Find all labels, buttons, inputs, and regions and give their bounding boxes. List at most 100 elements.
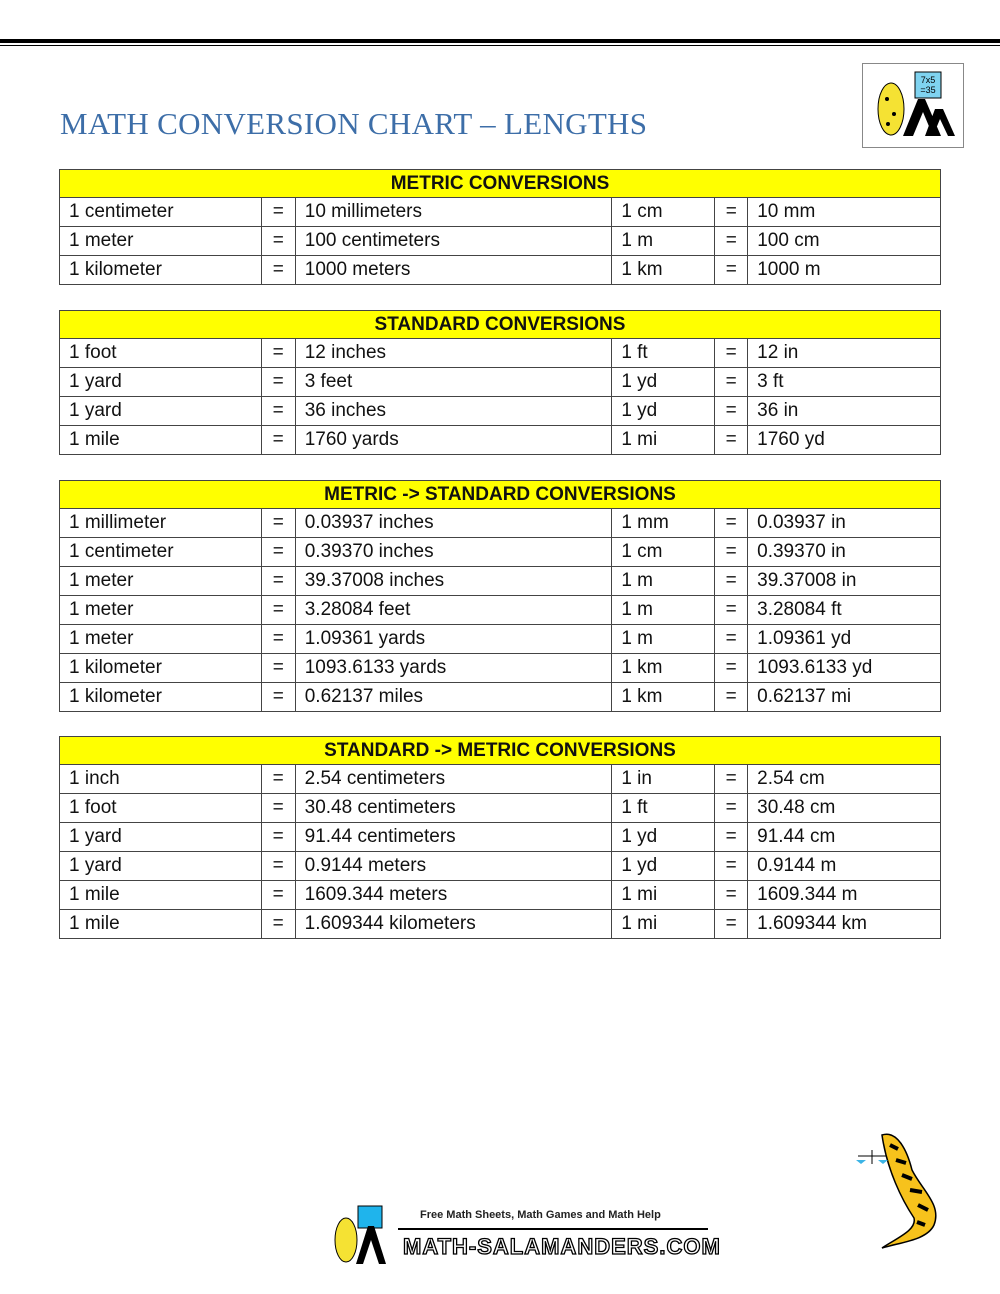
to-abbr-cell: 0.62137 mi	[747, 682, 941, 712]
table-row: 1 meter = 39.37008 inches 1 m = 39.37008 in	[59, 566, 941, 596]
to-value-cell: 91.44 centimeters	[294, 822, 613, 852]
to-value-cell: 2.54 centimeters	[294, 764, 613, 794]
to-value-cell: 0.62137 miles	[294, 682, 613, 712]
to-abbr-cell: 1609.344 m	[747, 880, 941, 910]
logo-board-text: 7x5	[921, 75, 936, 85]
from-unit-cell: 1 meter	[59, 226, 262, 256]
conversion-table: METRIC CONVERSIONS 1 centimeter = 10 millim…	[59, 169, 941, 285]
top-rule-thin	[0, 45, 1000, 46]
equals-sign-cell: =	[260, 338, 296, 368]
to-abbr-cell: 12 in	[747, 338, 941, 368]
from-abbr-cell: 1 mm	[611, 508, 716, 538]
from-abbr-cell: 1 mi	[611, 909, 716, 939]
equals-sign-abbr-cell: =	[714, 624, 749, 654]
equals-sign-abbr-cell: =	[714, 764, 749, 794]
from-unit-cell: 1 meter	[59, 595, 262, 625]
to-value-cell: 1760 yards	[294, 425, 613, 455]
from-abbr-cell: 1 m	[611, 624, 716, 654]
to-value-cell: 0.03937 inches	[294, 508, 613, 538]
equals-sign-cell: =	[260, 255, 296, 285]
from-unit-cell: 1 foot	[59, 338, 262, 368]
salamander-scale-icon	[852, 1130, 944, 1252]
from-unit-cell: 1 mile	[59, 425, 262, 455]
from-unit-cell: 1 meter	[59, 624, 262, 654]
to-value-cell: 1.09361 yards	[294, 624, 613, 654]
to-abbr-cell: 1.609344 km	[747, 909, 941, 939]
table-row: 1 inch = 2.54 centimeters 1 in = 2.54 cm	[59, 764, 941, 794]
equals-sign-abbr-cell: =	[714, 338, 749, 368]
table-row: 1 foot = 12 inches 1 ft = 12 in	[59, 338, 941, 368]
equals-sign-abbr-cell: =	[714, 822, 749, 852]
from-abbr-cell: 1 m	[611, 226, 716, 256]
to-abbr-cell: 1760 yd	[747, 425, 941, 455]
table-heading: METRIC -> STANDARD CONVERSIONS	[59, 480, 941, 509]
to-value-cell: 1093.6133 yards	[294, 653, 613, 683]
table-row: 1 yard = 0.9144 meters 1 yd = 0.9144 m	[59, 851, 941, 881]
from-abbr-cell: 1 yd	[611, 367, 716, 397]
from-unit-cell: 1 inch	[59, 764, 262, 794]
from-unit-cell: 1 yard	[59, 367, 262, 397]
table-row: 1 kilometer = 0.62137 miles 1 km = 0.62137 mi	[59, 682, 941, 712]
equals-sign-abbr-cell: =	[714, 566, 749, 596]
from-unit-cell: 1 foot	[59, 793, 262, 823]
table-row: 1 mile = 1609.344 meters 1 mi = 1609.344 m	[59, 880, 941, 910]
from-unit-cell: 1 meter	[59, 566, 262, 596]
equals-sign-cell: =	[260, 851, 296, 881]
equals-sign-cell: =	[260, 793, 296, 823]
conversion-table: METRIC -> STANDARD CONVERSIONS 1 millimet…	[59, 480, 941, 712]
equals-sign-cell: =	[260, 537, 296, 567]
footer-mascot-icon	[328, 1204, 398, 1266]
from-unit-cell: 1 kilometer	[59, 682, 262, 712]
equals-sign-abbr-cell: =	[714, 793, 749, 823]
to-abbr-cell: 91.44 cm	[747, 822, 941, 852]
from-unit-cell: 1 yard	[59, 396, 262, 426]
equals-sign-cell: =	[260, 566, 296, 596]
table-heading: STANDARD CONVERSIONS	[59, 310, 941, 339]
equals-sign-abbr-cell: =	[714, 653, 749, 683]
from-abbr-cell: 1 yd	[611, 396, 716, 426]
from-abbr-cell: 1 mi	[611, 880, 716, 910]
from-abbr-cell: 1 km	[611, 682, 716, 712]
equals-sign-abbr-cell: =	[714, 396, 749, 426]
to-abbr-cell: 3.28084 ft	[747, 595, 941, 625]
to-abbr-cell: 36 in	[747, 396, 941, 426]
equals-sign-abbr-cell: =	[714, 880, 749, 910]
table-heading: METRIC CONVERSIONS	[59, 169, 941, 198]
to-value-cell: 30.48 centimeters	[294, 793, 613, 823]
to-abbr-cell: 1093.6133 yd	[747, 653, 941, 683]
table-row: 1 centimeter = 10 millimeters 1 cm = 10 mm	[59, 197, 941, 227]
footer-site-name: MATH-SALAMANDERS.COM	[402, 1233, 721, 1259]
table-row: 1 meter = 1.09361 yards 1 m = 1.09361 yd	[59, 624, 941, 654]
equals-sign-abbr-cell: =	[714, 508, 749, 538]
from-unit-cell: 1 kilometer	[59, 653, 262, 683]
to-value-cell: 3.28084 feet	[294, 595, 613, 625]
equals-sign-abbr-cell: =	[714, 595, 749, 625]
to-abbr-cell: 30.48 cm	[747, 793, 941, 823]
to-abbr-cell: 2.54 cm	[747, 764, 941, 794]
from-abbr-cell: 1 km	[611, 255, 716, 285]
equals-sign-abbr-cell: =	[714, 425, 749, 455]
to-abbr-cell: 10 mm	[747, 197, 941, 227]
equals-sign-abbr-cell: =	[714, 226, 749, 256]
equals-sign-cell: =	[260, 682, 296, 712]
from-unit-cell: 1 kilometer	[59, 255, 262, 285]
equals-sign-abbr-cell: =	[714, 197, 749, 227]
table-row: 1 yard = 36 inches 1 yd = 36 in	[59, 396, 941, 426]
table-row: 1 meter = 100 centimeters 1 m = 100 cm	[59, 226, 941, 256]
to-abbr-cell: 0.39370 in	[747, 537, 941, 567]
equals-sign-abbr-cell: =	[714, 682, 749, 712]
from-abbr-cell: 1 in	[611, 764, 716, 794]
to-value-cell: 1.609344 kilometers	[294, 909, 613, 939]
table-row: 1 kilometer = 1093.6133 yards 1 km = 1093.613…	[59, 653, 941, 683]
equals-sign-abbr-cell: =	[714, 537, 749, 567]
conversion-table: STANDARD CONVERSIONS 1 foot = 12 inches 1 ft…	[59, 310, 941, 455]
equals-sign-cell: =	[260, 396, 296, 426]
footer-tagline: Free Math Sheets, Math Games and Math He…	[420, 1209, 661, 1221]
conversion-table: STANDARD -> METRIC CONVERSIONS 1 inch = 2.5…	[59, 736, 941, 939]
table-heading: STANDARD -> METRIC CONVERSIONS	[59, 736, 941, 765]
table-row: 1 yard = 91.44 centimeters 1 yd = 91.44 cm	[59, 822, 941, 852]
to-value-cell: 1000 meters	[294, 255, 613, 285]
to-abbr-cell: 0.03937 in	[747, 508, 941, 538]
table-row: 1 mile = 1760 yards 1 mi = 1760 yd	[59, 425, 941, 455]
from-abbr-cell: 1 yd	[611, 822, 716, 852]
